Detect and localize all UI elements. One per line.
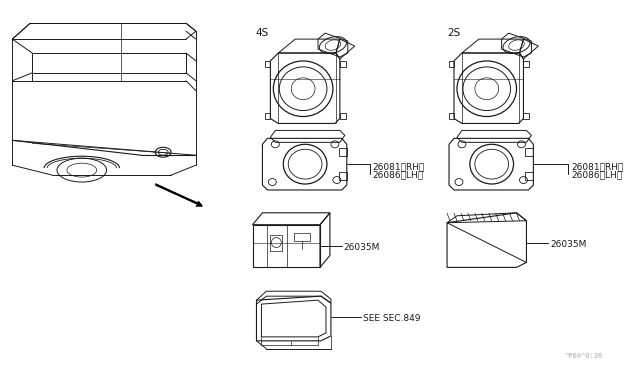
Text: 2S: 2S — [447, 28, 460, 38]
Text: 26081〈RH〉: 26081〈RH〉 — [571, 162, 623, 171]
Text: ^P60^0:3R: ^P60^0:3R — [565, 353, 604, 359]
Text: 26035M: 26035M — [344, 243, 380, 251]
Text: 26081〈RH〉: 26081〈RH〉 — [372, 162, 425, 171]
Text: 26035M: 26035M — [550, 240, 587, 248]
Text: 4S: 4S — [255, 28, 269, 38]
Text: 26086〈LH〉: 26086〈LH〉 — [571, 170, 622, 179]
Text: 26086〈LH〉: 26086〈LH〉 — [372, 170, 424, 179]
Text: SEE SEC.849: SEE SEC.849 — [363, 314, 420, 323]
